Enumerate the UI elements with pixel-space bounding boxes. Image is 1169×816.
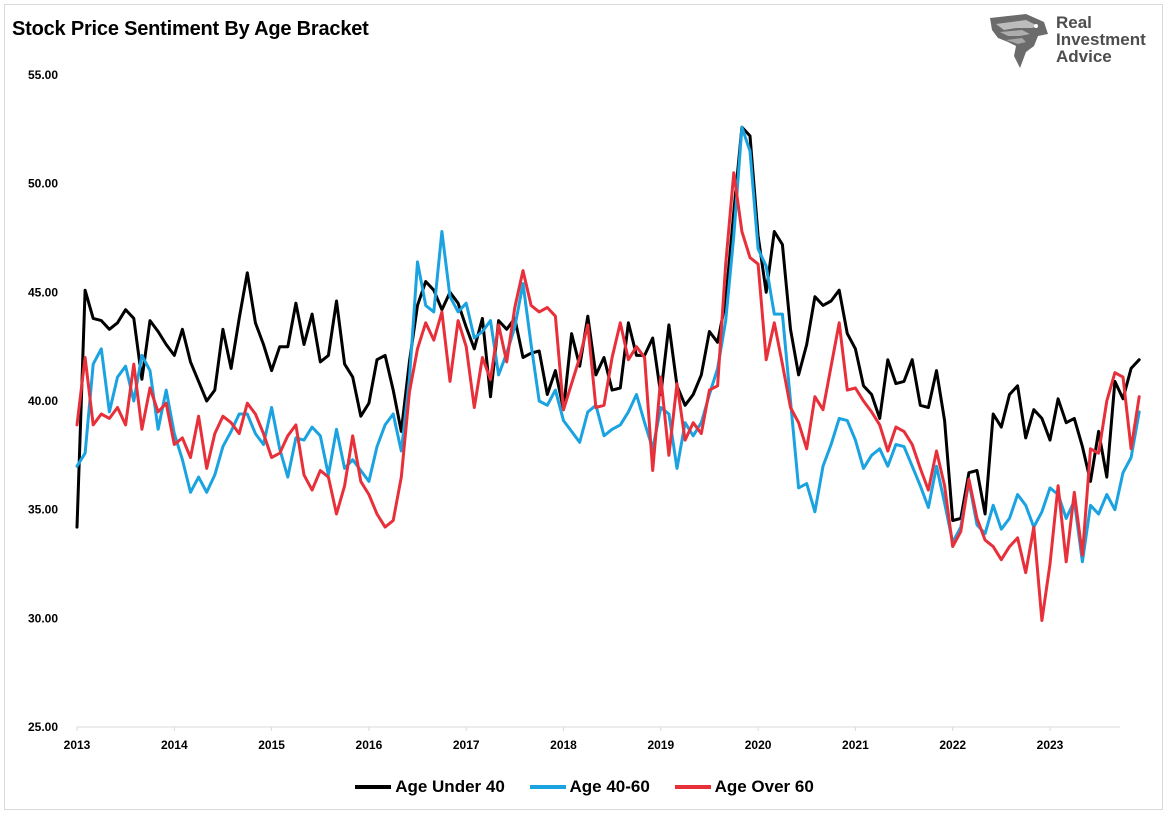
x-tick-label: 2013 [64, 738, 91, 752]
legend-label-over60: Age Over 60 [714, 777, 814, 796]
chart-frame [4, 4, 1163, 810]
x-tick-label: 2014 [161, 738, 188, 752]
y-tick-label: 30.00 [28, 611, 58, 625]
series-line-age-under-40 [75, 125, 1141, 529]
logo-line-1: Real [1056, 13, 1092, 32]
legend-swatch-40-60 [529, 785, 566, 789]
logo-text: Real Investment Advice [1056, 14, 1146, 65]
y-tick-label: 25.00 [28, 720, 58, 734]
y-tick-label: 50.00 [28, 177, 58, 191]
logo-line-3: Advice [1056, 47, 1112, 66]
x-tick-label: 2015 [258, 738, 285, 752]
x-tick-label: 2020 [745, 738, 772, 752]
legend-label-40-60: Age 40-60 [569, 777, 650, 796]
logo-line-2: Investment [1056, 30, 1146, 49]
y-tick-label: 35.00 [28, 503, 58, 517]
eagle-icon [990, 14, 1048, 68]
x-tick-label: 2018 [550, 738, 577, 752]
x-tick-label: 2022 [939, 738, 966, 752]
x-tick-label: 2021 [842, 738, 869, 752]
x-tick-label: 2019 [647, 738, 674, 752]
legend-item-over60: Age Over 60 [674, 777, 814, 797]
y-tick-label: 55.00 [28, 68, 58, 82]
brand-logo: Real Investment Advice [986, 12, 1156, 72]
legend-swatch-under40 [355, 785, 392, 789]
chart-title: Stock Price Sentiment By Age Bracket [12, 18, 369, 40]
x-tick-label: 2017 [453, 738, 480, 752]
legend-item-under40: Age Under 40 [355, 777, 505, 797]
legend-swatch-over60 [674, 785, 711, 789]
y-tick-label: 45.00 [28, 285, 58, 299]
x-tick-label: 2023 [1037, 738, 1064, 752]
x-tick-label: 2016 [356, 738, 383, 752]
legend-item-40-60: Age 40-60 [529, 777, 650, 797]
series-line-age-over-60 [75, 171, 1141, 622]
legend-label-under40: Age Under 40 [395, 777, 505, 796]
y-tick-label: 40.00 [28, 394, 58, 408]
chart-legend: Age Under 40 Age 40-60 Age Over 60 [0, 774, 1169, 797]
